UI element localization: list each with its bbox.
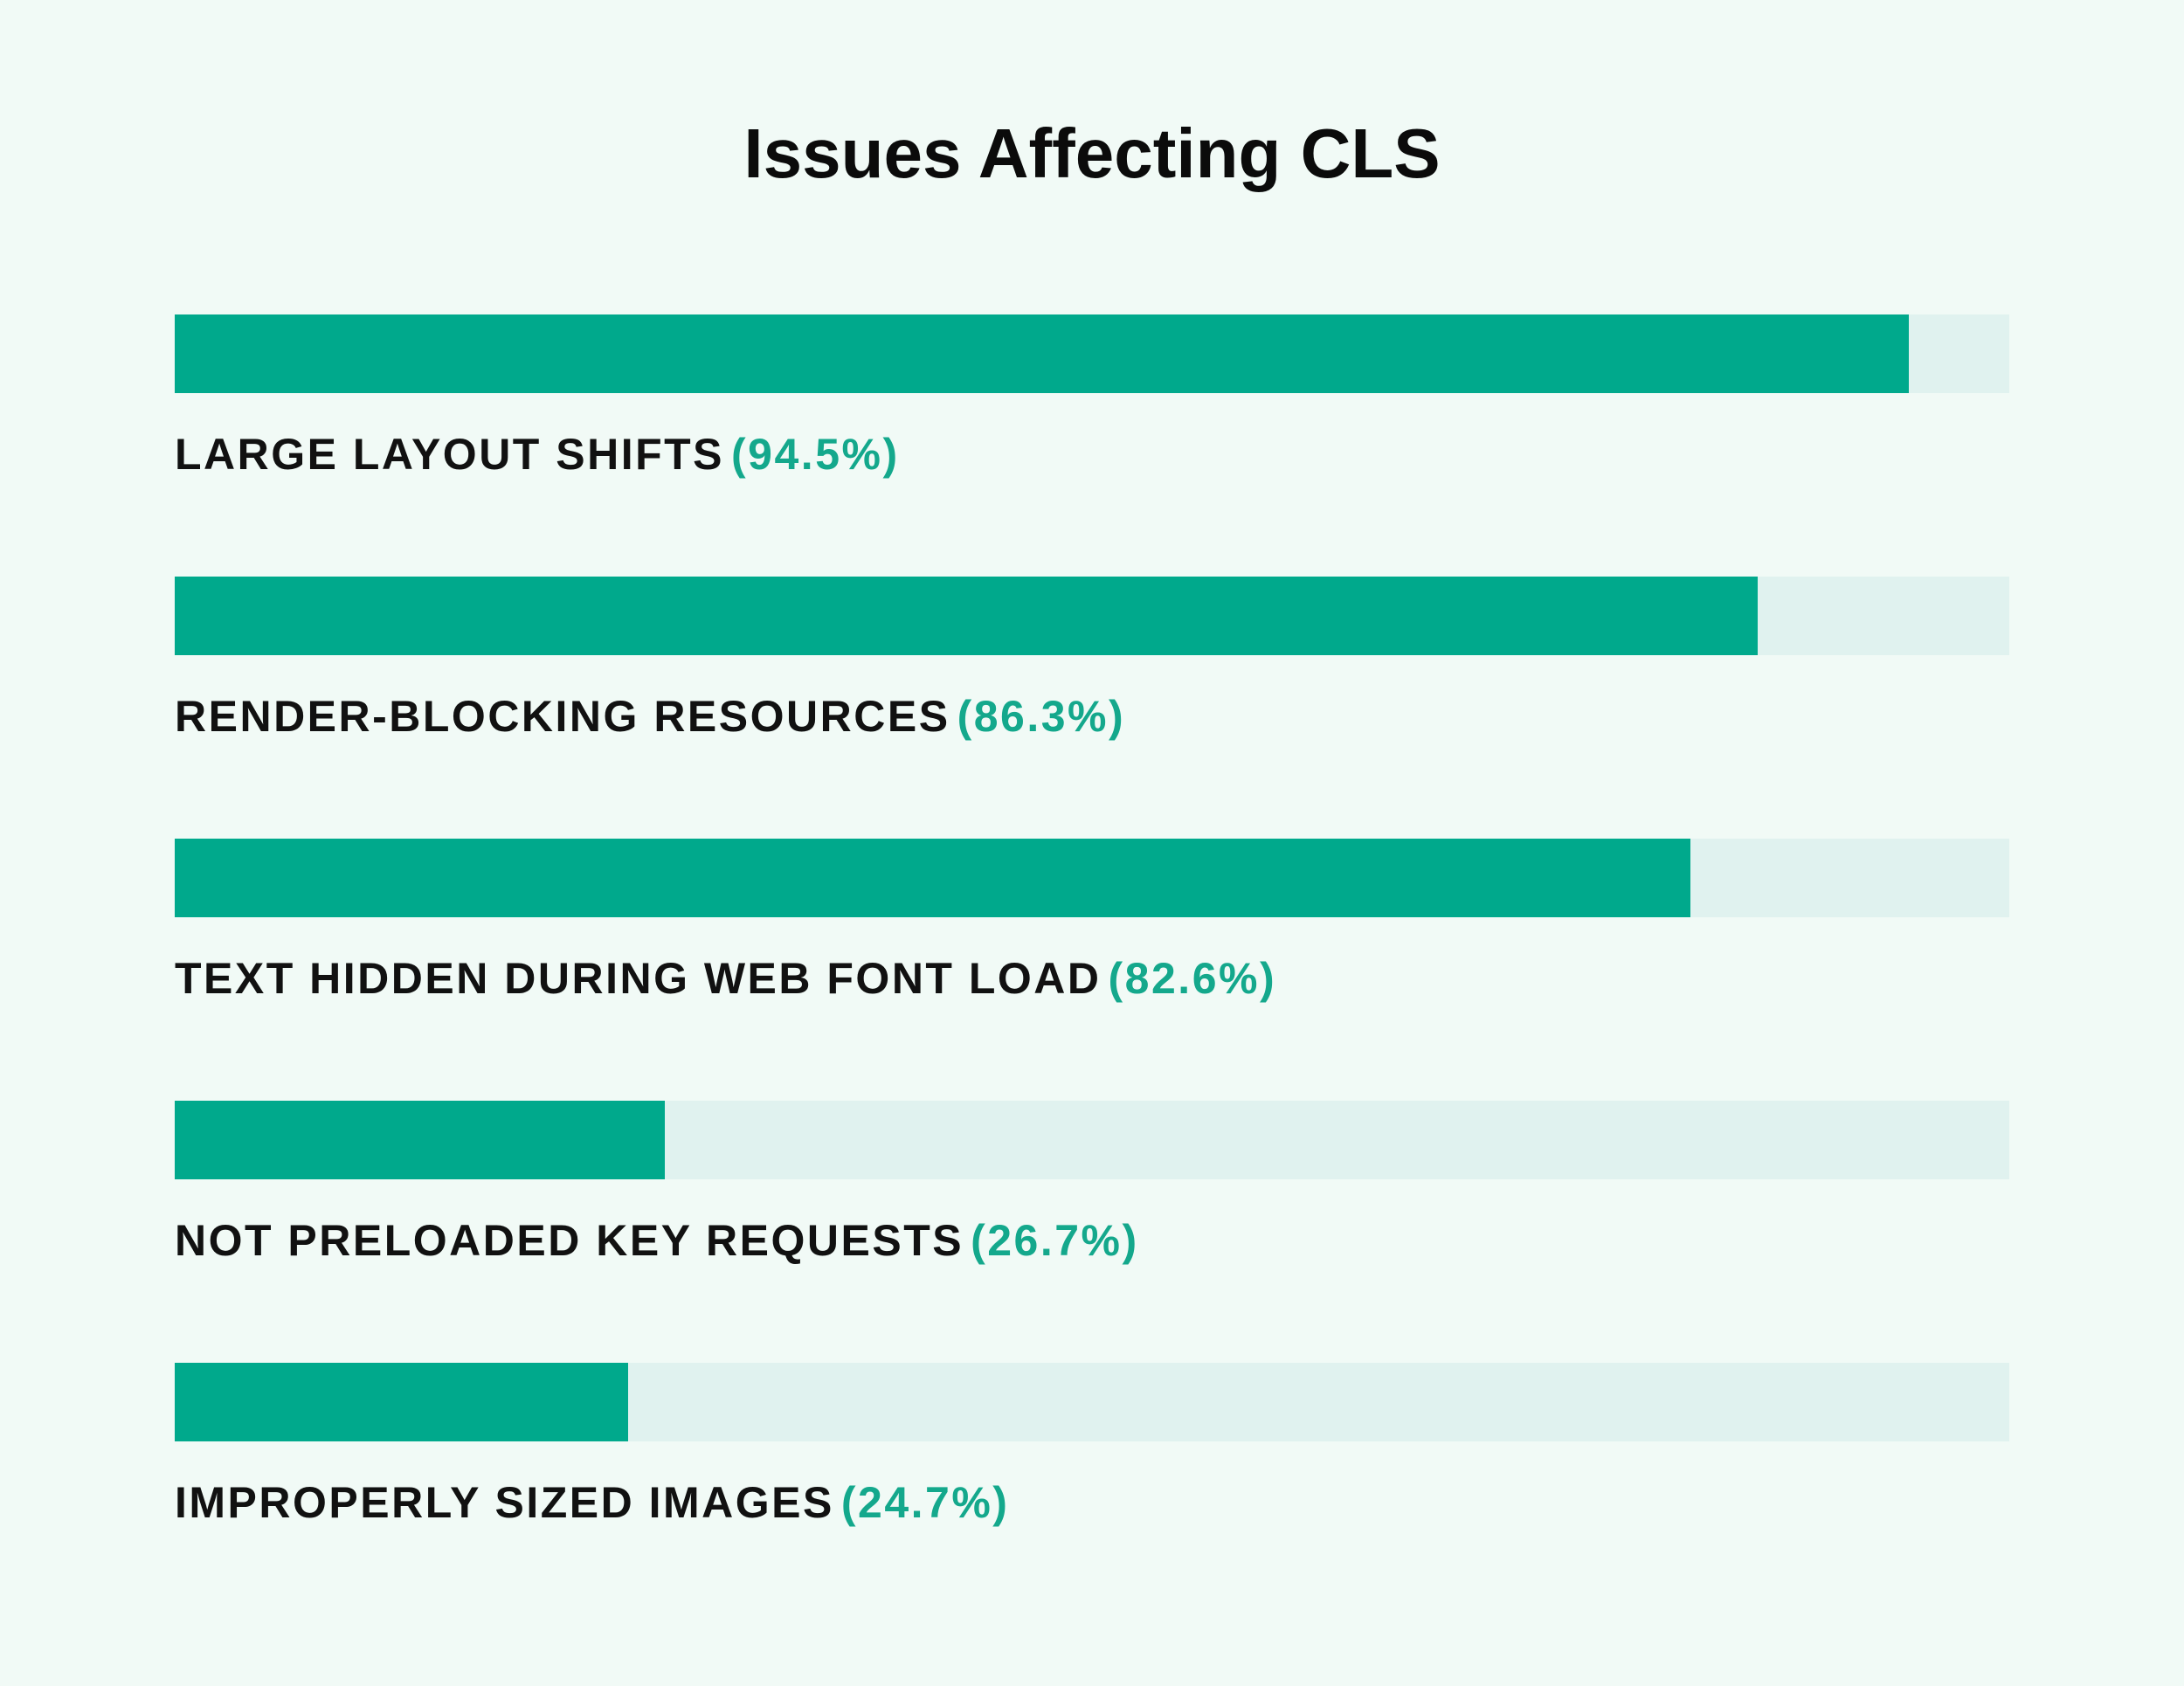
bar-fill bbox=[175, 314, 1909, 393]
category-label: RENDER-BLOCKING RESOURCES bbox=[175, 692, 950, 741]
bar-row: NOT PRELOADED KEY REQUESTS (26.7%) bbox=[175, 1101, 2009, 1363]
bar-track bbox=[175, 1363, 2009, 1441]
category-label: LARGE LAYOUT SHIFTS bbox=[175, 430, 725, 479]
category-label: IMPROPERLY SIZED IMAGES bbox=[175, 1478, 834, 1527]
bar-track bbox=[175, 839, 2009, 917]
bar-row: LARGE LAYOUT SHIFTS (94.5%) bbox=[175, 314, 2009, 577]
bar-fill bbox=[175, 1363, 628, 1441]
bar-row: TEXT HIDDEN DURING WEB FONT LOAD (82.6%) bbox=[175, 839, 2009, 1101]
bar-track bbox=[175, 577, 2009, 655]
bar-track bbox=[175, 314, 2009, 393]
category-label: TEXT HIDDEN DURING WEB FONT LOAD bbox=[175, 954, 1102, 1003]
bar-fill bbox=[175, 577, 1759, 655]
value-label: (86.3%) bbox=[957, 692, 1126, 741]
bar-label: RENDER-BLOCKING RESOURCES (86.3%) bbox=[175, 690, 1125, 743]
bar-row: IMPROPERLY SIZED IMAGES (24.7%) bbox=[175, 1363, 2009, 1625]
bar-track bbox=[175, 1101, 2009, 1179]
bar-label: IMPROPERLY SIZED IMAGES (24.7%) bbox=[175, 1476, 1009, 1529]
value-label: (26.7%) bbox=[971, 1216, 1139, 1265]
bar-label: TEXT HIDDEN DURING WEB FONT LOAD (82.6%) bbox=[175, 952, 1276, 1005]
bar-fill bbox=[175, 1101, 665, 1179]
bar-chart: LARGE LAYOUT SHIFTS (94.5%) RENDER-BLOCKI… bbox=[175, 314, 2009, 1625]
bar-fill bbox=[175, 839, 1690, 917]
value-label: (82.6%) bbox=[1108, 954, 1277, 1003]
bar-row: RENDER-BLOCKING RESOURCES (86.3%) bbox=[175, 577, 2009, 839]
bar-label: NOT PRELOADED KEY REQUESTS (26.7%) bbox=[175, 1214, 1139, 1267]
category-label: NOT PRELOADED KEY REQUESTS bbox=[175, 1216, 964, 1265]
value-label: (24.7%) bbox=[840, 1478, 1010, 1527]
value-label: (94.5%) bbox=[731, 430, 900, 479]
bar-label: LARGE LAYOUT SHIFTS (94.5%) bbox=[175, 428, 900, 480]
chart-title: Issues Affecting CLS bbox=[743, 114, 1441, 192]
